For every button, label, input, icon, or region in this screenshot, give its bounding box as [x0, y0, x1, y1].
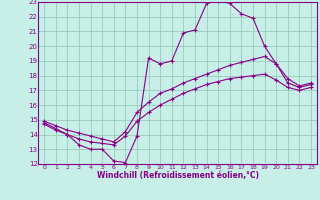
X-axis label: Windchill (Refroidissement éolien,°C): Windchill (Refroidissement éolien,°C): [97, 171, 259, 180]
